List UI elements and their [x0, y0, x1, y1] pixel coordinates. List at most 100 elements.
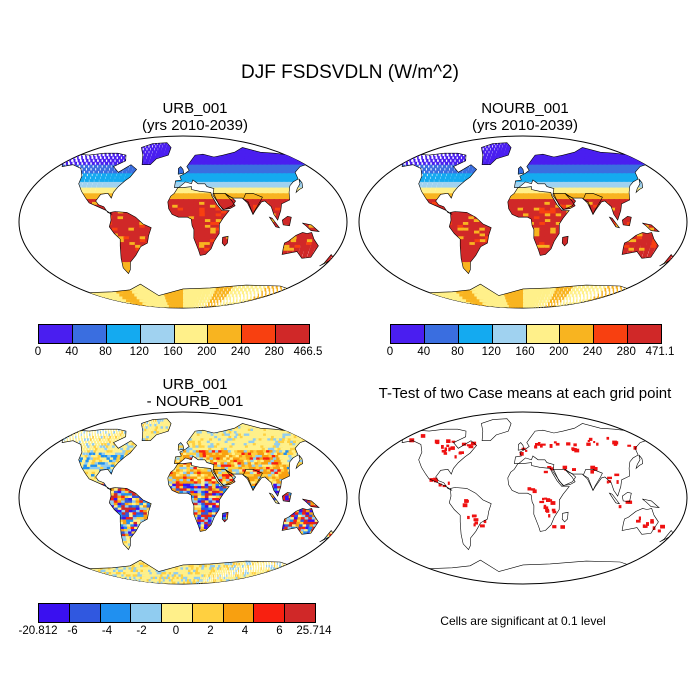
colorbar-urb-tick-label: 0: [34, 346, 42, 358]
coastline-eurasia: [514, 147, 656, 221]
coastline-uk: [517, 166, 525, 175]
colorbar-nourb-box: [424, 325, 459, 343]
panel-urb-title-line1: URB_001: [162, 100, 228, 117]
coastline-japan: [295, 454, 304, 470]
coastline-japan: [635, 178, 644, 194]
coastline-japan: [295, 178, 304, 194]
coastline-sumatra: [608, 492, 621, 505]
colorbar-urb: [38, 324, 310, 344]
figure-title: DJF FSDSVDLN (W/m^2): [241, 62, 459, 83]
coastline-madagascar: [221, 235, 229, 247]
colorbar-diff-box: [285, 604, 316, 622]
coastline-arabia: [213, 193, 236, 210]
map-urb: [18, 135, 348, 309]
colorbar-diff-box: [162, 604, 193, 622]
coastline-africa: [507, 186, 570, 256]
colorbar-nourb: [390, 324, 662, 344]
panel-urb-title: URB_001 (yrs 2010-2039): [45, 100, 345, 134]
colorbar-nourb-box: [526, 325, 561, 343]
panel-diff-title: URB_001 - NOURB_001: [45, 376, 345, 410]
coastline-greenland: [481, 142, 512, 165]
coastline-eurasia: [174, 147, 316, 221]
map-nourb: [358, 135, 688, 309]
coastline-greenland: [141, 142, 172, 165]
colorbar-nourb-tick-label: 120: [481, 346, 501, 358]
coastline-madagascar: [561, 235, 569, 247]
coastline-samerica: [448, 487, 492, 551]
colorbar-nourb-tick-label: 40: [417, 346, 431, 358]
panel-ttest-title: T-Test of two Case means at each grid po…: [378, 385, 672, 402]
colorbar-diff-tick-label: 6: [276, 625, 283, 637]
colorbar-urb-tick-label: 80: [99, 346, 112, 358]
colorbar-urb-tick-label: 120: [129, 346, 149, 358]
colorbar-urb-box: [106, 325, 141, 343]
coastline-madagascar: [221, 511, 229, 523]
coastline-arabia: [553, 469, 576, 486]
coastline-sumatra: [268, 492, 281, 505]
colorbar-diff: [38, 603, 316, 623]
panel-diff-title-line1: URB_001: [162, 376, 228, 393]
colorbar-urb-tick-label: 280: [264, 346, 284, 358]
colorbar-diff-box: [192, 604, 224, 622]
coastline-borneo: [281, 215, 292, 227]
colorbar-nourb-tick-label: 80: [451, 346, 464, 358]
colorbar-diff-box: [223, 604, 255, 622]
coastline-sumatra: [268, 216, 281, 229]
colorbar-diff-ticks: -20.812 -6 -4 -2 0 2 4 6 25.714: [18, 625, 331, 639]
panel-urb-title-line2: (yrs 2010-2039): [142, 117, 248, 134]
coastline-samerica: [108, 487, 152, 551]
coastline-india: [242, 193, 263, 216]
colorbar-nourb-box: [492, 325, 527, 343]
coastline-australia: [621, 508, 659, 535]
colorbar-urb-tick-label: 466.5: [293, 346, 323, 358]
colorbar-nourb-ticks: 0 40 80 120 160 200 240 280 471.1: [387, 346, 675, 360]
coastline-uk: [517, 442, 525, 451]
colorbar-diff-box: [254, 604, 286, 622]
colorbar-urb-box: [140, 325, 175, 343]
coastline-australia: [281, 232, 319, 259]
colorbar-diff-tick-label: 25.714: [296, 625, 332, 637]
coastline-india: [242, 469, 263, 492]
coastline-greenland: [141, 418, 172, 441]
coastline-arabia: [553, 193, 576, 210]
panel-diff-title-line2: - NOURB_001: [146, 393, 244, 410]
colorbar-urb-box: [208, 325, 243, 343]
coastline-australia: [281, 508, 319, 535]
colorbar-diff-box: [69, 604, 101, 622]
colorbar-nourb-box: [594, 325, 629, 343]
coastline-sumatra: [608, 216, 621, 229]
colorbar-diff-box: [131, 604, 163, 622]
colorbar-urb-ticks: 0 40 80 120 160 200 240 280 466.5: [34, 346, 323, 360]
colorbar-nourb-box: [391, 325, 425, 343]
colorbar-diff-tick-label: -6: [67, 625, 78, 637]
coastline-samerica: [448, 211, 492, 275]
coastline-namerica: [61, 428, 138, 491]
colorbar-urb-tick-label: 240: [230, 346, 251, 358]
colorbar-urb-box: [174, 325, 209, 343]
panel-nourb-title: NOURB_001 (yrs 2010-2039): [375, 100, 675, 134]
coastline-arabia: [213, 469, 236, 486]
coastline-japan: [635, 454, 644, 470]
colorbar-nourb-tick-label: 160: [515, 346, 535, 358]
coastline-india: [582, 469, 603, 492]
coastline-samerica: [108, 211, 152, 275]
colorbar-urb-box: [242, 325, 277, 343]
coastline-borneo: [621, 491, 632, 503]
colorbar-nourb-tick-label: 280: [616, 346, 636, 358]
colorbar-nourb-box: [560, 325, 595, 343]
colorbar-diff-tick-label: -2: [136, 625, 147, 637]
colorbar-diff-tick-label: 2: [207, 625, 214, 637]
coastline-greenland: [481, 418, 512, 441]
coastline-newguinea: [302, 222, 320, 233]
coastline-eurasia: [514, 423, 656, 497]
colorbar-urb-box: [39, 325, 73, 343]
colorbar-nourb-box: [628, 325, 661, 343]
panel-nourb-title-line2: (yrs 2010-2039): [472, 117, 578, 134]
coastline-uk: [177, 166, 185, 175]
coastline-namerica: [401, 152, 478, 215]
colorbar-urb-box: [72, 325, 107, 343]
ttest-note: Cells are significant at 0.1 level: [440, 614, 606, 628]
colorbar-urb-tick-label: 200: [197, 346, 217, 358]
coastline-madagascar: [561, 511, 569, 523]
coastline-namerica: [401, 428, 478, 491]
